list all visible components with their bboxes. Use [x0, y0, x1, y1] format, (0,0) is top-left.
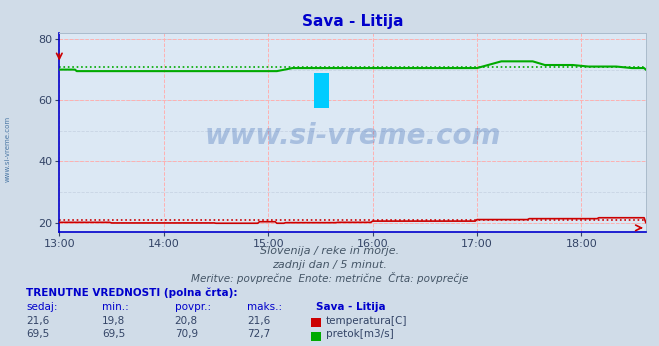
Text: Slovenija / reke in morje.: Slovenija / reke in morje. — [260, 246, 399, 256]
Text: temperatura[C]: temperatura[C] — [326, 316, 407, 326]
Text: maks.:: maks.: — [247, 302, 282, 312]
Text: min.:: min.: — [102, 302, 129, 312]
Text: 69,5: 69,5 — [26, 329, 49, 339]
Text: 70,9: 70,9 — [175, 329, 198, 339]
Text: TRENUTNE VREDNOSTI (polna črta):: TRENUTNE VREDNOSTI (polna črta): — [26, 287, 238, 298]
Text: www.si-vreme.com: www.si-vreme.com — [204, 122, 501, 150]
Text: www.si-vreme.com: www.si-vreme.com — [5, 116, 11, 182]
Text: 19,8: 19,8 — [102, 316, 125, 326]
Text: zadnji dan / 5 minut.: zadnji dan / 5 minut. — [272, 260, 387, 270]
Text: pretok[m3/s]: pretok[m3/s] — [326, 329, 393, 339]
Text: Sava - Litija: Sava - Litija — [316, 302, 386, 312]
Text: 72,7: 72,7 — [247, 329, 270, 339]
Bar — [314, 73, 329, 109]
Text: 21,6: 21,6 — [26, 316, 49, 326]
Text: Meritve: povprečne  Enote: metrične  Črta: povprečje: Meritve: povprečne Enote: metrične Črta:… — [191, 272, 468, 284]
Bar — [314, 73, 329, 109]
Text: 20,8: 20,8 — [175, 316, 198, 326]
Title: Sava - Litija: Sava - Litija — [302, 14, 403, 29]
Text: povpr.:: povpr.: — [175, 302, 211, 312]
Text: 21,6: 21,6 — [247, 316, 270, 326]
Text: sedaj:: sedaj: — [26, 302, 58, 312]
Text: 69,5: 69,5 — [102, 329, 125, 339]
